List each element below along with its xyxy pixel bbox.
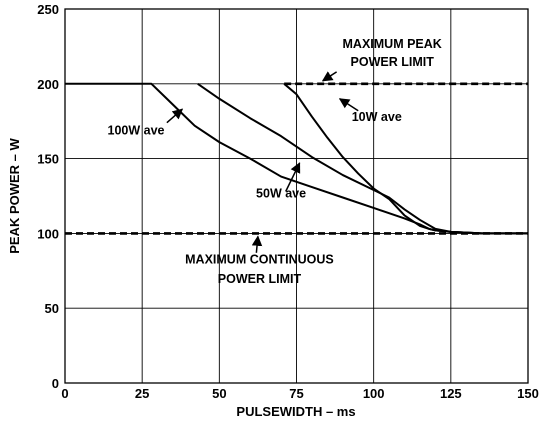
y-tick-label: 200 <box>37 77 59 92</box>
series-line <box>283 83 528 235</box>
x-axis-label: PULSEWIDTH – ms <box>236 404 355 419</box>
y-tick-label: 150 <box>37 152 59 167</box>
y-tick-label: 250 <box>37 2 59 17</box>
annotation-label: POWER LIMIT <box>351 55 435 69</box>
x-tick-label: 50 <box>212 386 226 401</box>
x-tick-label: 0 <box>61 386 68 401</box>
annotation-label: MAXIMUM CONTINUOUS <box>185 252 334 266</box>
x-tick-label: 125 <box>440 386 462 401</box>
y-tick-label: 100 <box>37 226 59 241</box>
annotation-arrow <box>285 162 301 192</box>
y-tick-label: 50 <box>45 301 59 316</box>
x-tick-label: 75 <box>289 386 303 401</box>
annotation-label: 100W ave <box>108 124 165 138</box>
plot-frame <box>64 8 529 384</box>
annotation-label: 10W ave <box>352 110 402 124</box>
annotation-arrow <box>166 108 184 124</box>
series-curves <box>65 82 528 235</box>
annotation-arrow <box>321 71 338 82</box>
annotation-arrow <box>338 98 359 112</box>
y-axis-label: PEAK POWER – W <box>7 137 22 253</box>
annotations: MAXIMUM PEAK POWER LIMIT 10W ave 100W ave 50… <box>108 37 442 286</box>
tick-labels: 0 25 50 75 100 125 150 0 50 100 150 200 250 <box>37 2 539 401</box>
annotation-label: 50W ave <box>256 186 306 200</box>
y-tick-label: 0 <box>52 376 59 391</box>
x-tick-label: 25 <box>135 386 149 401</box>
annotation-arrows <box>166 71 359 253</box>
annotation-label: MAXIMUM PEAK <box>343 37 442 51</box>
x-tick-label: 150 <box>517 386 539 401</box>
annotation-arrow <box>251 235 263 253</box>
limit-lines <box>65 82 528 235</box>
annotation-label: POWER LIMIT <box>218 272 302 286</box>
x-tick-label: 100 <box>363 386 385 401</box>
